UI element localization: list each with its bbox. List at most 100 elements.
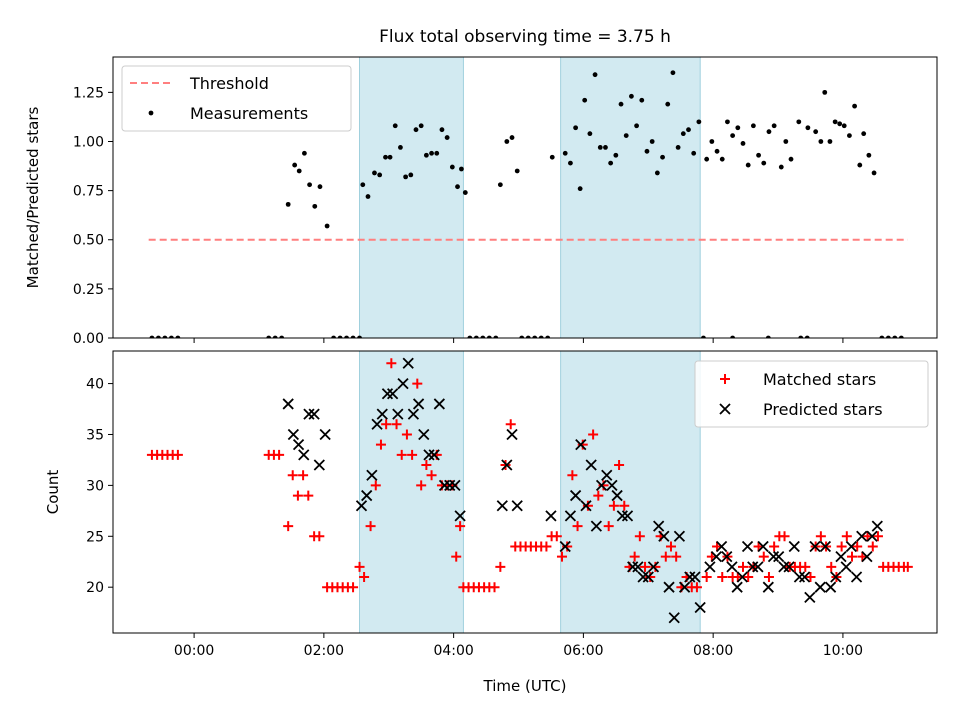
y-tick-label: 40 [86, 377, 104, 393]
predicted-star-point [824, 581, 837, 593]
predicted-star-point [741, 540, 754, 553]
measurement-point [462, 190, 468, 195]
matched-star-point [603, 521, 614, 532]
predicted-star-point [809, 540, 821, 553]
predicted-star-point [856, 530, 868, 542]
y-tick-label: 30 [86, 478, 104, 494]
predicted-star-point [308, 408, 320, 420]
predicted-star-point [601, 469, 613, 481]
measurement-point [532, 335, 538, 338]
predicted-star-point [454, 510, 466, 522]
measurement-point [383, 154, 388, 160]
measurement-point [613, 152, 619, 158]
measurement-point [509, 135, 515, 140]
matched-star-point [852, 541, 863, 552]
predicted-star-point [850, 571, 863, 583]
x-tick-label: 08:00 [693, 643, 733, 659]
matched-star-point [354, 561, 365, 572]
measurement-point [649, 139, 655, 144]
matched-star-point [645, 572, 656, 583]
measurement-point [439, 127, 445, 133]
measurement-point [879, 335, 885, 338]
measurement-point [709, 139, 715, 144]
matched-star-point [391, 419, 402, 430]
measurement-point [670, 70, 676, 76]
predicted-star-point [496, 500, 508, 512]
bottom-panel: 20 25 30 35 40 00:00 02:00 04:00 06:00 08:00 10:00… [44, 350, 938, 695]
matched-star-point [292, 490, 303, 501]
matched-star-point [650, 561, 661, 572]
measurement-point [852, 103, 857, 109]
measurement-point [766, 129, 772, 135]
predicted-star-point [444, 479, 456, 492]
x-tick-label: 00:00 [174, 643, 214, 659]
predicted-star-point [590, 520, 603, 532]
predicted-star-point [778, 561, 790, 573]
measurement-point [444, 135, 450, 140]
matched-star-point [348, 582, 359, 593]
measurement-point [841, 123, 847, 129]
matched-star-point [577, 439, 588, 450]
measurement-point [660, 154, 665, 160]
legend-matched-label: Matched stars [763, 370, 876, 389]
predicted-star-point [871, 520, 883, 532]
measurement-point [360, 182, 366, 188]
matched-star-point [489, 582, 500, 593]
predicted-star-point [569, 489, 582, 502]
measurement-point [805, 125, 811, 131]
predicted-star-point [752, 561, 764, 573]
predicted-star-point [428, 449, 440, 461]
predicted-star-point [840, 561, 852, 573]
predicted-star-point [407, 408, 420, 420]
measurement-point [756, 152, 761, 158]
matched-star-point [303, 490, 314, 501]
measurement-point [608, 160, 614, 166]
measurement-point [285, 201, 291, 207]
measurement-point [735, 125, 741, 131]
measurement-point [750, 123, 756, 129]
measurement-point [545, 335, 551, 338]
measurement-point [568, 160, 573, 166]
matched-star-point [274, 449, 285, 460]
matched-star-point [758, 551, 769, 562]
measurement-point [665, 101, 671, 107]
chart-title: Flux total observing time = 3.75 h [379, 27, 671, 47]
measurement-point [317, 184, 323, 190]
predicted-star-point [418, 428, 430, 441]
measurement-point [798, 335, 804, 338]
predicted-star-point [303, 408, 315, 420]
measurement-point [525, 335, 531, 338]
measurement-point [403, 174, 409, 180]
x-tick-label: 10:00 [823, 643, 863, 659]
predicted-star-point [704, 561, 716, 573]
shaded-interval [359, 56, 464, 339]
measurement-point [634, 123, 639, 129]
predicted-star-point [564, 510, 577, 522]
measurement-point [449, 164, 455, 170]
predicted-star-point [647, 561, 660, 573]
legend-box [694, 360, 929, 428]
measurement-point [714, 148, 720, 154]
measurement-point [302, 150, 307, 156]
matched-star-point [738, 561, 749, 572]
matched-star-point [805, 572, 816, 583]
predicted-star-point [313, 459, 325, 471]
matched-star-point [743, 572, 754, 583]
predicted-star-point [721, 551, 733, 563]
predicted-star-point [423, 449, 435, 461]
measurement-point [778, 164, 784, 170]
measurement-point [618, 101, 624, 107]
measurement-point [519, 335, 525, 338]
measurement-point [350, 335, 356, 338]
predicted-star-point [715, 540, 728, 553]
measurement-point [504, 139, 510, 144]
shaded-interval [359, 350, 464, 634]
matched-star-point [614, 460, 625, 471]
predicted-star-point [814, 581, 826, 593]
predicted-star-point [506, 428, 518, 441]
measurement-point [822, 89, 828, 95]
measurement-point [892, 335, 898, 338]
predicted-star-point [845, 540, 857, 553]
measurement-point [740, 141, 746, 146]
measurement-point [639, 97, 645, 103]
